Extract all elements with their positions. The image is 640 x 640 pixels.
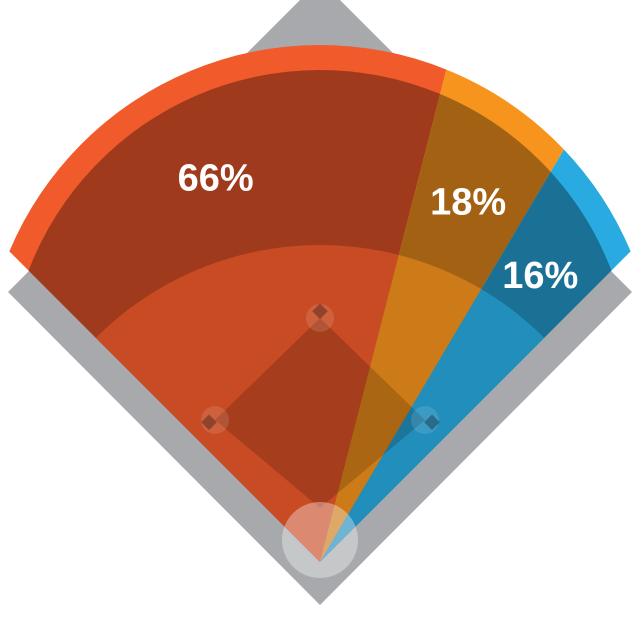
second-base-circle	[306, 304, 334, 332]
labels: 66% 18% 16%	[178, 157, 579, 297]
third-base-circle	[201, 406, 229, 434]
sector-field	[320, 289, 545, 562]
base	[201, 414, 217, 431]
sectors	[9, 44, 631, 563]
value-label: 18%	[430, 181, 506, 223]
sector-field	[95, 245, 399, 563]
infield-diamond	[215, 318, 425, 508]
infield	[201, 303, 440, 578]
value-label: 16%	[502, 255, 578, 297]
base	[312, 303, 328, 320]
first-base-circle	[411, 406, 439, 434]
value-label: 66%	[178, 157, 254, 199]
home-circle	[282, 502, 358, 578]
sector-field	[320, 254, 482, 562]
base	[424, 414, 440, 431]
